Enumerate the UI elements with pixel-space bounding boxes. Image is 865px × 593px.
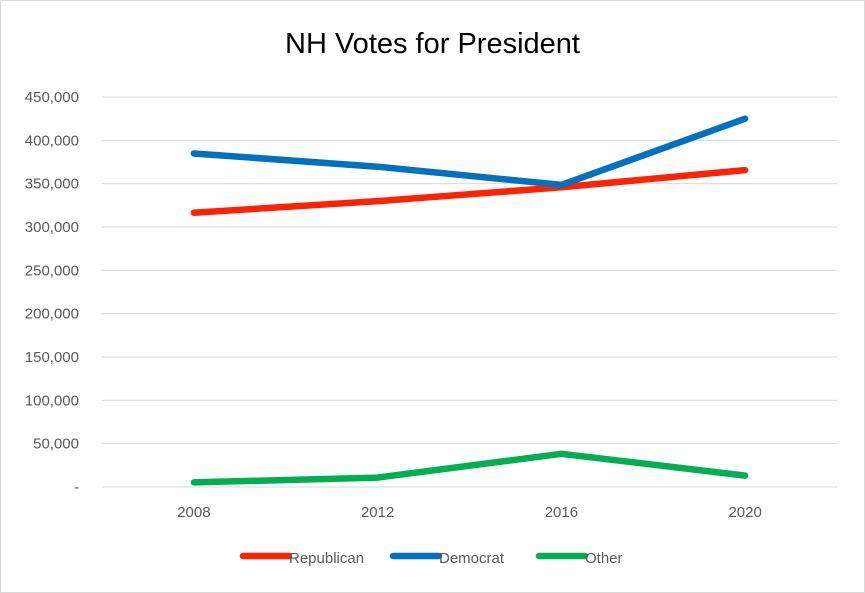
series-line-other	[190, 450, 749, 486]
x-tick-label: 2012	[361, 504, 394, 521]
series-line-democrat	[190, 115, 749, 189]
x-tick-label: 2008	[177, 504, 210, 521]
series-lines	[190, 115, 749, 486]
legend-label-other: Other	[585, 550, 623, 567]
y-tick-label: 100,000	[25, 392, 79, 409]
y-tick-label: 50,000	[33, 436, 79, 453]
y-tick-label: 200,000	[25, 306, 79, 323]
chart-title: NH Votes for President	[285, 28, 580, 60]
y-tick-label: 400,000	[25, 132, 79, 149]
legend-label-democrat: Democrat	[439, 550, 505, 567]
y-tick-label: 300,000	[25, 219, 79, 236]
y-tick-label: -	[74, 479, 79, 496]
y-axis-ticks: - 50,000 100,000 150,000 200,000 250,000 300,0…	[25, 89, 79, 496]
legend-label-republican: Republican	[289, 550, 364, 567]
x-tick-label: 2016	[545, 504, 578, 521]
series-line-republican	[190, 166, 749, 216]
x-tick-label: 2020	[728, 504, 761, 521]
x-axis-ticks: 2008 2012 2016 2020	[177, 504, 762, 521]
gridlines	[102, 96, 837, 488]
legend: Republican Democrat Other	[239, 550, 623, 567]
y-tick-label: 150,000	[25, 349, 79, 366]
y-tick-label: 250,000	[25, 262, 79, 279]
y-tick-label: 350,000	[25, 176, 79, 193]
y-tick-label: 450,000	[25, 89, 79, 106]
